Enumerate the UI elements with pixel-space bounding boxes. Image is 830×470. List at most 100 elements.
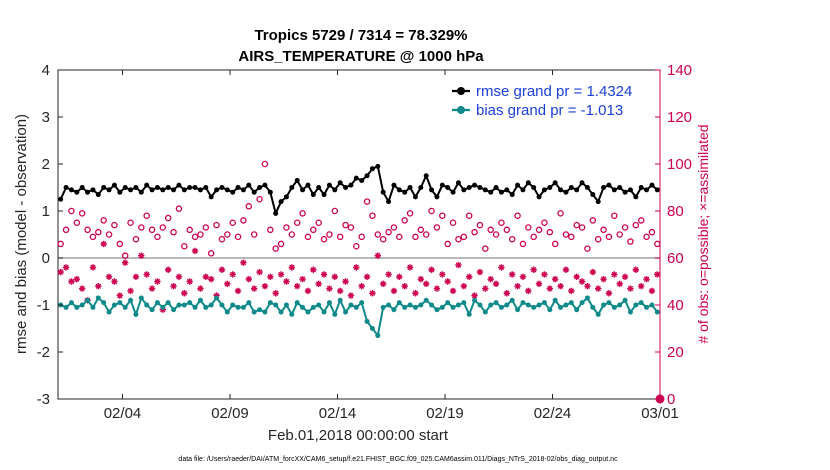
possible-obs-point <box>73 219 81 226</box>
bias-point <box>257 307 263 313</box>
rmse-point <box>439 182 445 188</box>
rmse-point <box>251 189 257 195</box>
y-axis-label-right: # of obs: o=possible; ×=assimilated <box>695 124 711 343</box>
bias-point <box>584 295 590 301</box>
rmse-point <box>128 187 134 193</box>
assimilated-obs-point <box>611 271 618 278</box>
possible-obs-point <box>568 233 575 241</box>
possible-obs-point <box>519 240 527 248</box>
rmse-point <box>359 177 365 183</box>
assimilated-obs-point <box>417 275 425 283</box>
bias-point <box>622 297 628 303</box>
rmse-point <box>165 185 171 190</box>
assimilated-obs-point <box>127 287 134 295</box>
possible-obs-point <box>68 207 75 215</box>
bias-point <box>85 297 91 303</box>
possible-obs-point <box>589 217 597 224</box>
rmse-point <box>574 187 580 193</box>
assimilated-obs-series <box>57 240 661 313</box>
rmse-point <box>375 163 381 169</box>
right-tick-label: 140 <box>667 62 692 79</box>
possible-obs-point <box>514 212 521 219</box>
possible-obs-point <box>197 231 204 238</box>
bias-point <box>445 300 451 306</box>
bias-point <box>590 304 596 310</box>
rmse-point <box>525 180 531 186</box>
assimilated-obs-point <box>546 285 554 292</box>
possible-obs-point <box>191 233 199 241</box>
assimilated-obs-point <box>600 275 607 283</box>
rmse-point <box>337 180 343 186</box>
rmse-point <box>558 187 564 193</box>
rmse-point <box>144 182 150 188</box>
possible-obs-point <box>148 226 156 234</box>
bias-point <box>611 304 617 310</box>
rmse-point <box>230 189 236 195</box>
assimilated-obs-point <box>449 287 457 295</box>
rmse-point <box>278 199 284 205</box>
bias-point <box>477 302 483 308</box>
assimilated-obs-point <box>492 280 500 288</box>
rmse-point <box>520 187 526 193</box>
possible-obs-point <box>584 245 591 252</box>
bias-point <box>525 302 531 308</box>
rmse-line <box>59 164 658 217</box>
bias-point <box>558 304 564 310</box>
assimilated-obs-point <box>234 287 242 295</box>
possible-obs-point <box>578 224 586 231</box>
assimilated-obs-point <box>525 287 532 295</box>
assimilated-obs-point <box>331 273 339 280</box>
rmse-point <box>504 187 510 193</box>
assimilated-obs-point <box>530 266 537 273</box>
assimilated-obs-point <box>121 259 129 266</box>
possible-obs-point <box>492 231 500 238</box>
assimilated-obs-point <box>326 285 333 292</box>
bias-point <box>547 307 553 313</box>
assimilated-obs-point <box>164 266 172 273</box>
rmse-point <box>208 194 214 200</box>
bias-point <box>106 309 112 315</box>
bias-point <box>144 302 150 308</box>
possible-obs-point <box>186 226 193 234</box>
rmse-point <box>579 180 585 186</box>
possible-obs-point <box>551 240 559 248</box>
possible-obs-point <box>396 233 403 241</box>
left-axis-ticks: -3 -2 -1 0 1 2 3 4 <box>37 62 63 408</box>
rmse-point <box>488 189 494 195</box>
assimilated-obs-point <box>616 280 623 288</box>
assimilated-obs-point <box>476 268 484 276</box>
bias-point <box>386 302 392 308</box>
possible-obs-point <box>482 245 489 252</box>
possible-obs-point <box>234 233 242 241</box>
bias-point <box>466 311 472 317</box>
possible-obs-point <box>374 231 382 238</box>
assimilated-obs-point <box>578 278 586 285</box>
possible-obs-point <box>277 240 285 248</box>
rmse-point <box>429 187 435 193</box>
possible-obs-point <box>401 217 408 224</box>
bias-point <box>455 302 461 308</box>
bias-point <box>380 304 386 310</box>
assimilated-obs-point <box>62 264 70 271</box>
rmse-point <box>197 187 203 193</box>
assimilated-obs-point <box>508 271 516 278</box>
possible-obs-point <box>250 231 258 238</box>
rmse-point <box>611 187 617 193</box>
rmse-point <box>214 187 220 193</box>
left-tick-label: -2 <box>37 344 50 361</box>
assimilated-obs-point <box>385 271 392 278</box>
possible-obs-point <box>170 228 177 236</box>
rmse-point <box>74 189 80 195</box>
possible-obs-point <box>347 224 355 231</box>
possible-obs-point <box>648 228 656 236</box>
rmse-point <box>649 182 655 188</box>
assimilated-obs-point <box>89 264 97 271</box>
assimilated-obs-point <box>138 252 145 259</box>
assimilated-obs-point <box>181 290 188 297</box>
bias-point <box>407 302 413 308</box>
rmse-point <box>138 189 144 195</box>
possible-obs-point <box>127 219 134 226</box>
rmse-point <box>181 187 187 193</box>
legend-bias-label: bias grand pr = -1.013 <box>476 102 623 119</box>
assimilated-obs-point <box>100 240 107 248</box>
